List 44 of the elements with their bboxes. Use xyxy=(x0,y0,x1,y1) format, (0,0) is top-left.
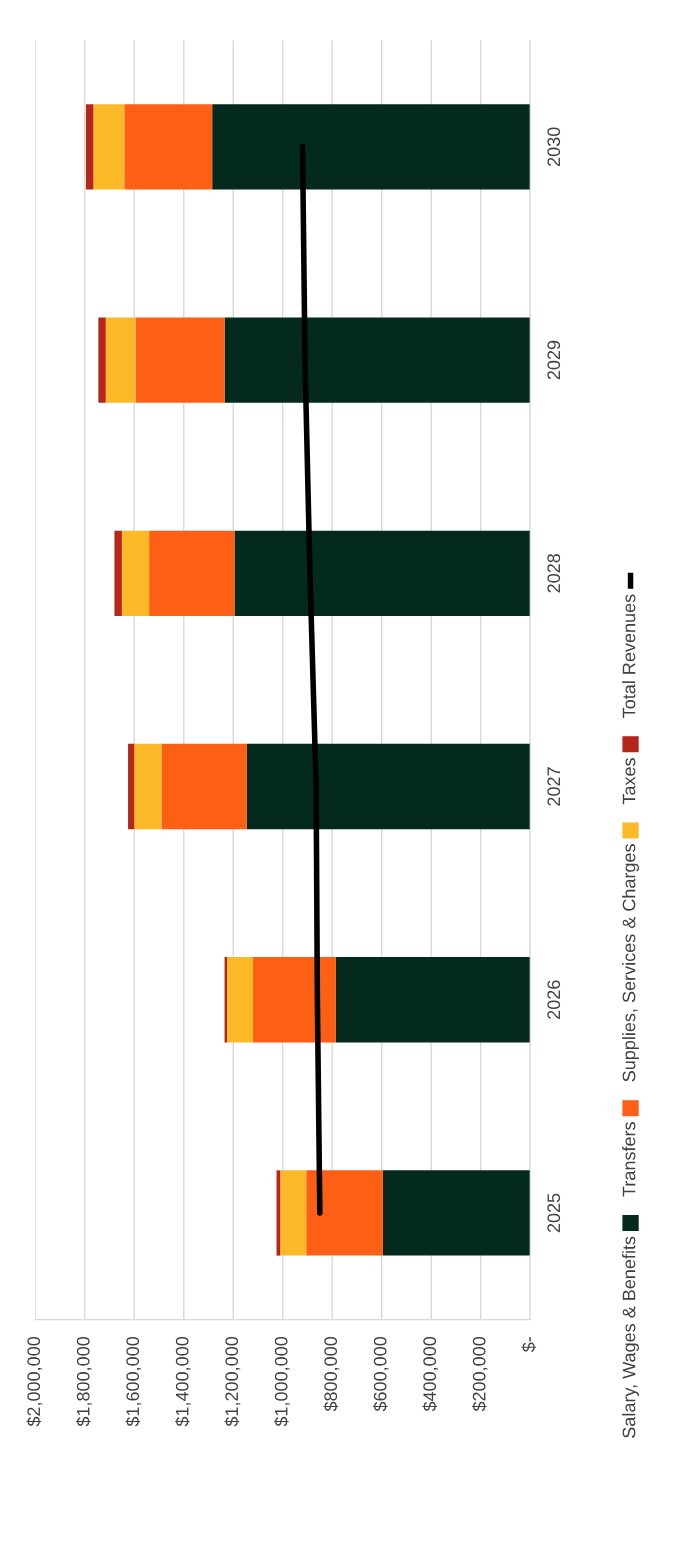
bar xyxy=(280,1170,307,1256)
bar xyxy=(306,1170,383,1256)
legend-label: Supplies, Services & Charges xyxy=(622,844,639,1082)
bar xyxy=(134,743,162,830)
legend-label: Taxes xyxy=(622,758,636,805)
bar xyxy=(114,530,122,616)
y-tick-label: 2028 xyxy=(547,553,561,593)
legend-label: Salary, Wages & Benefits xyxy=(622,1236,639,1438)
y-tick-label: 2026 xyxy=(547,980,561,1019)
bar xyxy=(246,743,531,830)
x-tick-label: $1,800,000 xyxy=(76,1336,92,1427)
bar xyxy=(253,957,336,1043)
bar xyxy=(121,530,150,616)
bar xyxy=(128,743,135,830)
x-tick-label: $400,000 xyxy=(422,1336,439,1412)
x-tick-label: $1,200,000 xyxy=(224,1336,241,1427)
x-tick-label: $200,000 xyxy=(472,1336,488,1412)
bar xyxy=(224,317,531,403)
y-tick-label: 2029 xyxy=(547,340,561,380)
x-tick-label: $1,400,000 xyxy=(175,1336,191,1427)
x-tick-label: $2,000,000 xyxy=(26,1336,43,1427)
bar xyxy=(212,104,531,190)
legend-label: Total Revenues xyxy=(622,594,636,718)
bar xyxy=(335,957,531,1043)
legend-label: Transfers xyxy=(622,1122,636,1197)
bar xyxy=(135,317,225,403)
x-tick-label: $1,600,000 xyxy=(125,1336,142,1427)
x-tick-label: $800,000 xyxy=(323,1336,340,1412)
bar xyxy=(161,743,247,830)
x-tick-label: $- xyxy=(521,1337,537,1353)
bar xyxy=(234,530,531,616)
bar xyxy=(124,104,213,190)
bar xyxy=(85,104,94,190)
y-tick-label: 2027 xyxy=(547,767,561,806)
y-tick-label: 2025 xyxy=(547,1193,561,1233)
bar xyxy=(98,317,106,403)
bar xyxy=(227,957,254,1043)
bar xyxy=(93,104,125,190)
bar xyxy=(149,530,235,616)
x-tick-label: $1,000,000 xyxy=(274,1336,290,1427)
bar xyxy=(105,317,136,403)
bar xyxy=(382,1170,531,1256)
y-tick-label: 2030 xyxy=(547,127,561,167)
x-tick-label: $600,000 xyxy=(373,1336,389,1412)
